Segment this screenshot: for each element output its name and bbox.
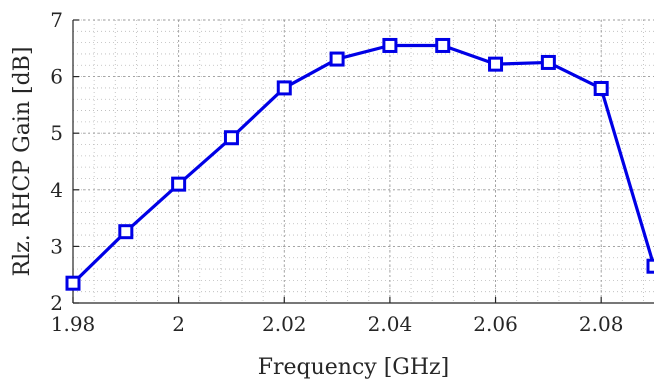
data-point-marker [382,37,398,53]
y-tick-label: 2 [50,291,63,315]
y-tick-label: 6 [50,65,63,89]
y-tick-label: 4 [50,178,63,202]
x-tick-label: 1.98 [51,312,96,336]
y-tick-label: 7 [50,8,63,32]
data-point-marker [223,130,239,146]
x-axis-label: Frequency [GHz] [258,355,450,380]
series-layer [65,37,654,291]
x-tick-label: 2.04 [368,312,413,336]
x-tick-label: 2 [172,312,185,336]
data-point-marker [276,80,292,96]
series-line [71,43,654,285]
axes [72,19,654,304]
x-tick-label: 2.02 [262,312,307,336]
data-point-marker [646,258,654,274]
y-tick-label: 3 [50,234,63,258]
data-point-marker [171,176,187,192]
data-point-marker [488,56,504,72]
data-point-marker [65,275,81,291]
y-axis-label: Rlz. RHCP Gain [dB] [10,47,35,277]
x-tick-label: 2.08 [579,312,624,336]
data-point-marker [593,80,609,96]
data-point-marker [329,51,345,67]
data-point-marker [435,37,451,53]
data-point-marker [118,224,134,240]
y-tick-label: 5 [50,121,63,145]
data-point-marker [540,54,556,70]
x-tick-label: 2.06 [473,312,518,336]
